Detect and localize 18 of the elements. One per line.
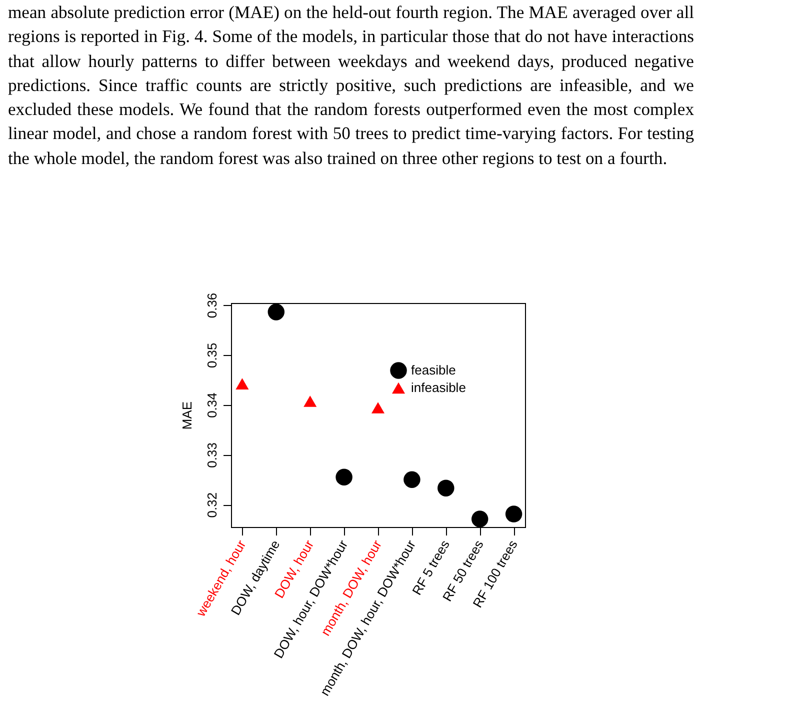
y-tick-label: 0.34 [204,392,220,418]
point [268,304,285,320]
y-tick-label: 0.33 [204,442,220,468]
text: mean absolute prediction error (MAE) on the held-out fourth region. The MAE averaged over all regions is reported in Fig. 4. Some of the models, in particular those that do not have interactions that allow hourly patterns to differ between weekdays and weekend days, produced negative predictions. Since traffic counts are strictly positive, such predictions are infeasible, and we excluded these models. We found that the random forests outperformed even the most complex linear model, and chose a random forest with 50 trees to predict time-varying factors. For testing the whole model, the random forest was also trained on three other regions to test on a fourth. [8,1,694,170]
point [404,471,420,488]
y-tick-label: 0.32 [204,492,220,518]
legend-label: feasible [411,362,456,378]
point [236,378,249,390]
y-tick-label: 0.36 [204,292,220,318]
point [304,396,317,407]
point [336,468,352,486]
point [438,480,454,496]
legend-label: infeasible [411,380,466,395]
point [505,506,522,522]
point [471,510,488,528]
y-axis-title: MAE [180,401,194,430]
y-tick-label: 0.35 [204,342,220,368]
point [371,402,385,414]
